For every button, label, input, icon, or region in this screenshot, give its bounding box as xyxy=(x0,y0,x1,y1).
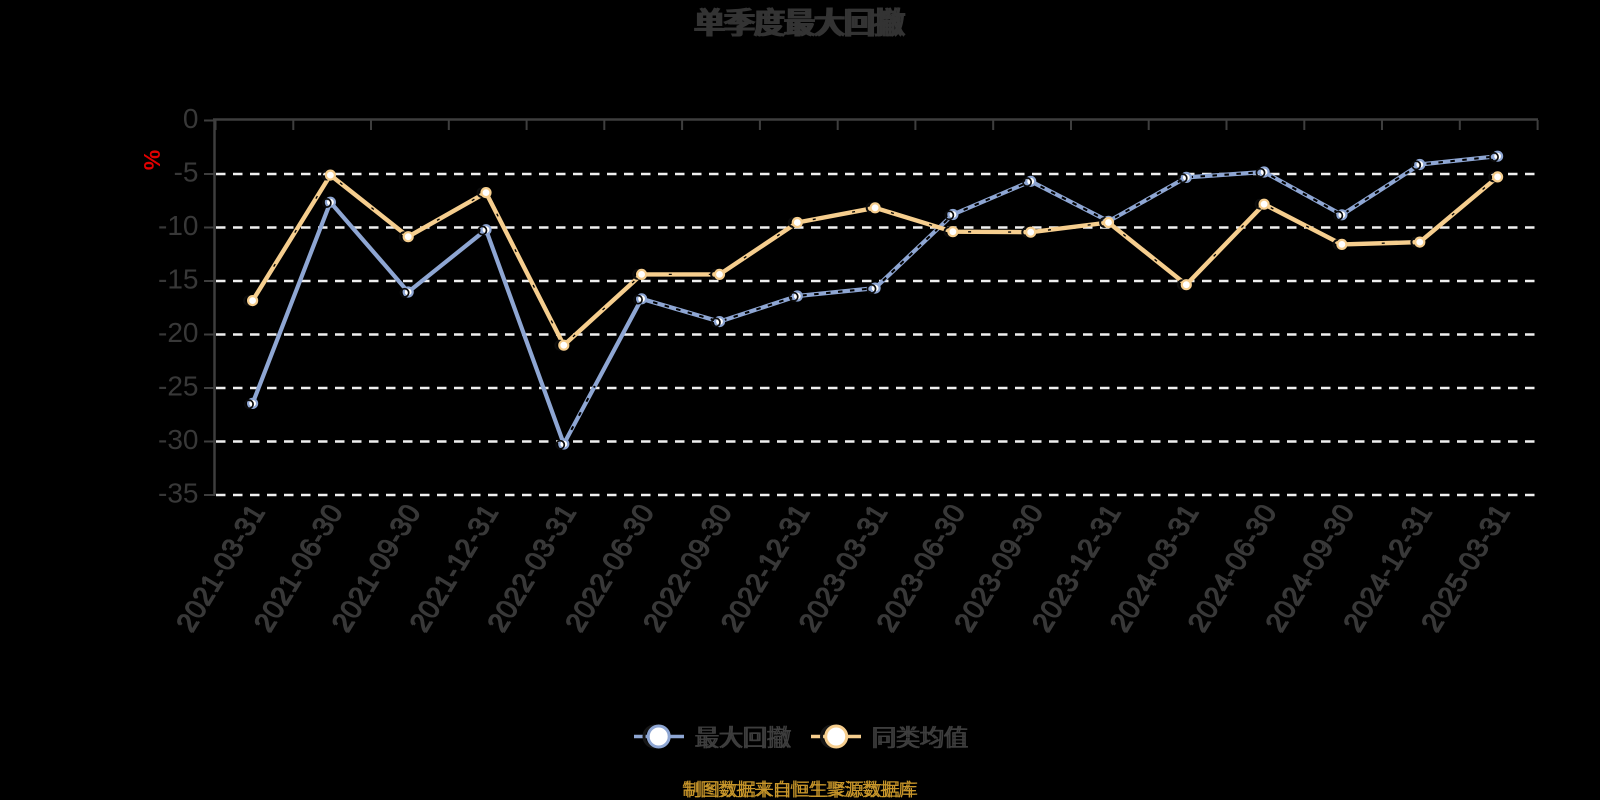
svg-text:-20: -20 xyxy=(158,317,198,348)
svg-text:-5: -5 xyxy=(174,156,199,187)
svg-text:-25: -25 xyxy=(158,370,198,401)
svg-text:%: % xyxy=(139,150,165,170)
svg-text:最大回撤: 最大回撤 xyxy=(696,725,792,752)
svg-text:同类均值: 同类均值 xyxy=(873,725,969,752)
svg-text:-15: -15 xyxy=(158,263,198,294)
svg-text:-30: -30 xyxy=(158,424,198,455)
svg-text:-10: -10 xyxy=(158,210,198,241)
svg-text:单季度最大回撤: 单季度最大回撤 xyxy=(693,7,903,41)
svg-text:制图数据来自恒生聚源数据库: 制图数据来自恒生聚源数据库 xyxy=(684,780,918,800)
svg-text:单季度最大回撤: 单季度最大回撤 xyxy=(696,7,906,41)
svg-text:-35: -35 xyxy=(158,477,198,508)
svg-text:同类均值: 同类均值 xyxy=(871,725,967,752)
svg-text:0: 0 xyxy=(183,103,199,134)
svg-text:最大回撤: 最大回撤 xyxy=(694,725,790,752)
svg-text:制图数据来自恒生聚源数据库: 制图数据来自恒生聚源数据库 xyxy=(682,780,916,800)
